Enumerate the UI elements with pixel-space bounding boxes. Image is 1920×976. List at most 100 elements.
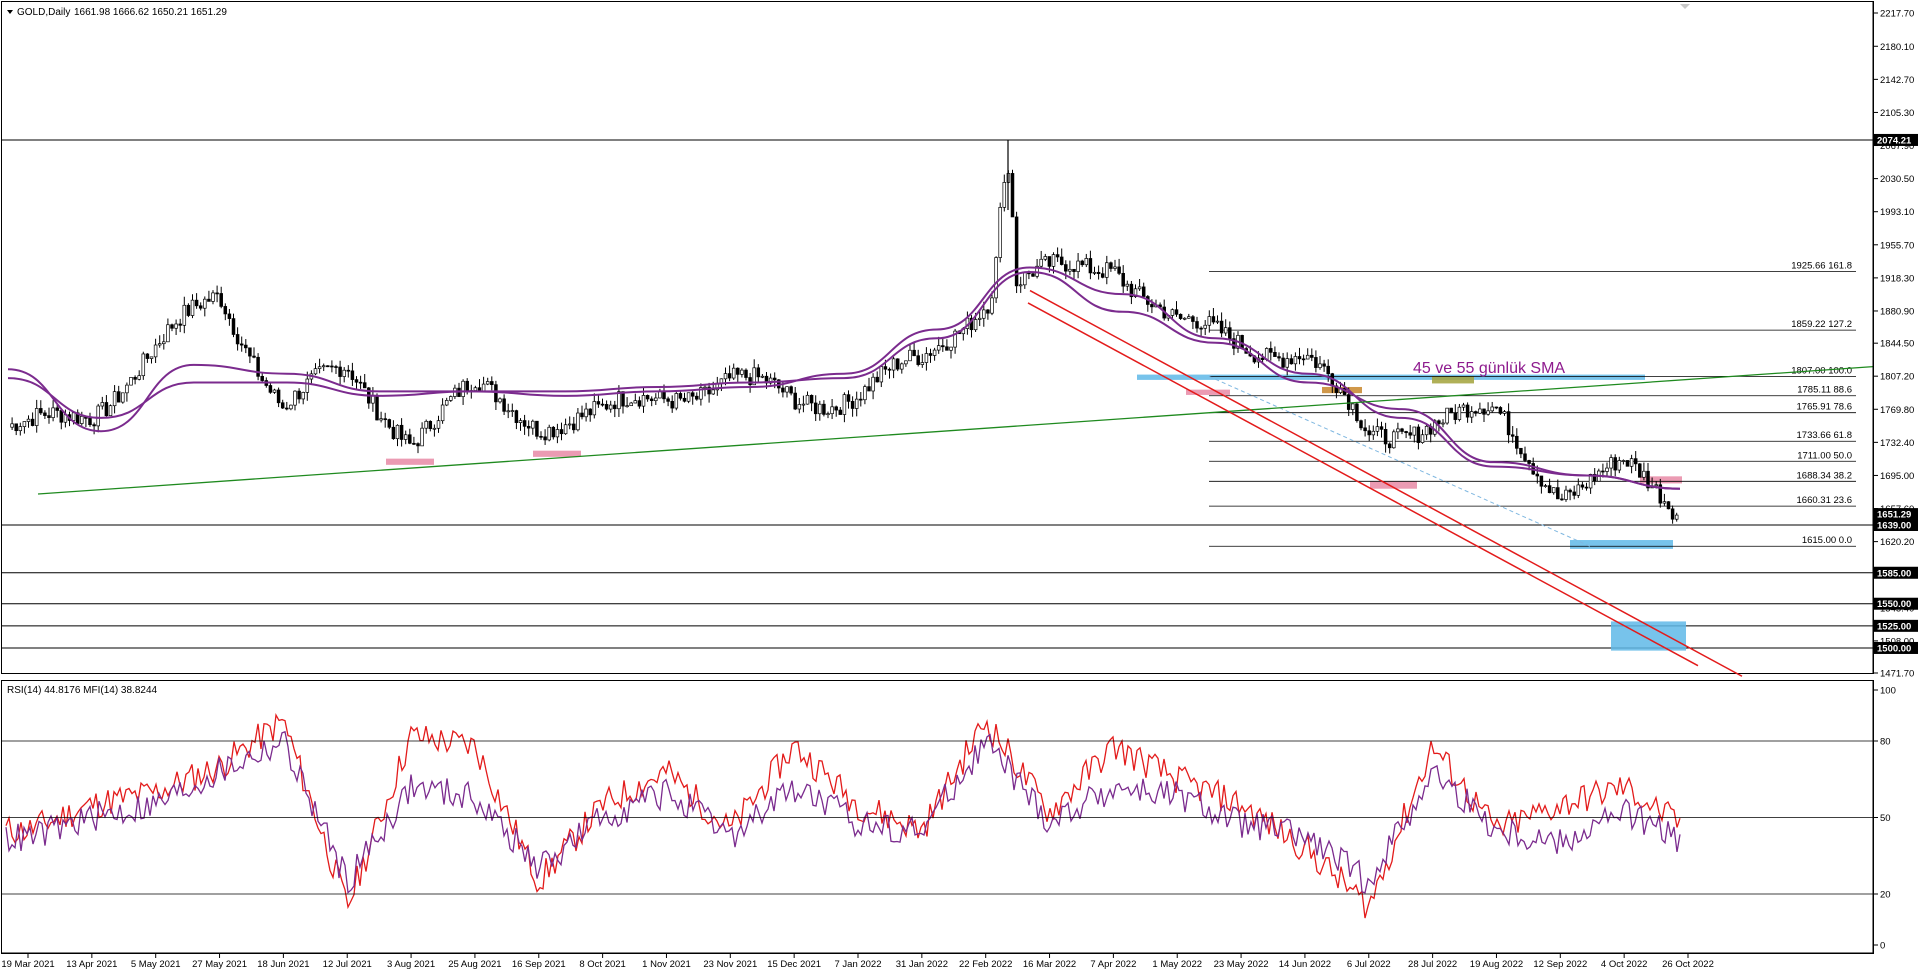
price-tick-label: 1732.40: [1880, 438, 1914, 449]
candle-body: [1014, 216, 1019, 287]
candle-body: [818, 403, 822, 415]
candle-body: [1506, 411, 1511, 436]
triangle-down-icon[interactable]: [7, 10, 13, 14]
candle-body: [1199, 327, 1203, 330]
candle-body: [522, 420, 527, 427]
candle-body: [203, 298, 207, 309]
candle-body: [162, 341, 166, 345]
date-tick-label: 18 Jun 2021: [257, 959, 309, 970]
candles: [10, 139, 1679, 524]
date-tick-label: 15 Dec 2021: [767, 959, 821, 970]
candle-body: [1375, 426, 1380, 432]
date-tick-label: 5 May 2021: [131, 959, 181, 970]
price-tag-label: 1500.00: [1877, 643, 1911, 654]
candle-body: [1223, 327, 1228, 334]
candle-body: [986, 309, 990, 314]
symbol-header[interactable]: GOLD,Daily 1661.98 1666.62 1650.21 1651.…: [7, 7, 227, 18]
candle-body: [953, 330, 957, 348]
candle-body: [80, 416, 84, 424]
candle-body: [924, 353, 929, 363]
candle-body: [1084, 258, 1089, 266]
candle-body: [580, 412, 584, 418]
candle-body: [268, 385, 273, 393]
candle-body: [559, 429, 564, 435]
candle-body: [641, 395, 646, 407]
candle-body: [280, 402, 285, 409]
candle-body: [936, 345, 941, 351]
candle-body: [531, 420, 535, 429]
candle-body: [854, 398, 859, 409]
candle-body: [1633, 458, 1638, 465]
candle-body: [727, 373, 732, 379]
candle-body: [621, 391, 625, 407]
candle-body: [526, 425, 531, 429]
candle-body: [321, 365, 326, 368]
candle-body: [1601, 470, 1605, 473]
candle-body: [502, 398, 506, 412]
candle-body: [510, 410, 515, 412]
candle-body: [334, 366, 338, 368]
symbol-label: GOLD,Daily: [17, 7, 70, 18]
candle-body: [666, 398, 670, 402]
candle-body: [1445, 407, 1449, 424]
candle-body: [617, 391, 621, 410]
candle-body: [1437, 420, 1441, 425]
candle-body: [994, 257, 998, 299]
scroll-marker-icon[interactable]: [1680, 4, 1690, 9]
candle-body: [613, 404, 617, 410]
swing-low-zone: [386, 458, 434, 465]
indicator-label: RSI(14) 44.8176 MFI(14) 38.8244: [7, 685, 158, 696]
candle-body: [293, 390, 297, 406]
candle-body: [358, 381, 363, 384]
fib-level-label: 1688.34 38.2: [1797, 470, 1852, 481]
indicator-axis: 100 80 50 20 0: [2, 681, 1896, 953]
price-tick-label: 2067.90: [1880, 141, 1914, 152]
candle-body: [838, 409, 843, 415]
fib-level-label: 1925.66 161.8: [1791, 260, 1852, 271]
date-tick-label: 4 Oct 2022: [1601, 959, 1647, 970]
date-tick-label: 28 Jul 2022: [1408, 959, 1457, 970]
date-tick-label: 7 Apr 2022: [1090, 959, 1136, 970]
price-tick-label: 1695.00: [1880, 471, 1914, 482]
candle-body: [182, 304, 187, 326]
channel-upper-line: [1027, 302, 1699, 667]
candle-body: [654, 397, 658, 402]
candle-body: [354, 379, 359, 383]
candle-body: [863, 386, 867, 401]
candle-body: [1211, 316, 1216, 323]
price-tick-label: 1955.70: [1880, 240, 1914, 251]
date-tick-label: 23 Nov 2021: [703, 959, 757, 970]
candle-body: [1420, 434, 1425, 443]
candle-body: [43, 412, 47, 416]
candle-body: [1453, 412, 1458, 420]
candle-body: [859, 398, 863, 401]
candle-body: [170, 324, 174, 329]
candle-body: [555, 429, 560, 438]
candle-body: [215, 292, 219, 295]
candle-body: [1187, 316, 1191, 319]
date-tick-label: 22 Feb 2022: [959, 959, 1012, 970]
candle-body: [1638, 463, 1642, 478]
candle-body: [904, 360, 908, 365]
date-tick-label: 16 Sep 2021: [512, 959, 566, 970]
candle-body: [518, 420, 523, 423]
candle-body: [153, 344, 158, 358]
sma-lines: [7, 266, 1681, 490]
candle-body: [1219, 320, 1224, 334]
price-tick-label: 2142.70: [1880, 75, 1914, 86]
candle-body: [14, 423, 18, 432]
candle-body: [436, 420, 441, 429]
candle-body: [588, 408, 592, 416]
candle-body: [350, 370, 355, 380]
candle-body: [760, 375, 765, 378]
candle-body: [604, 404, 609, 410]
candle-body: [92, 424, 96, 427]
date-tick-label: 13 Apr 2021: [66, 959, 117, 970]
candle-body: [1543, 485, 1548, 487]
candle-body: [129, 376, 133, 386]
candle-body: [1297, 356, 1302, 360]
candle-body: [1129, 283, 1134, 298]
candle-body: [1068, 268, 1072, 272]
candle-body: [982, 309, 986, 319]
candle-body: [198, 305, 203, 309]
